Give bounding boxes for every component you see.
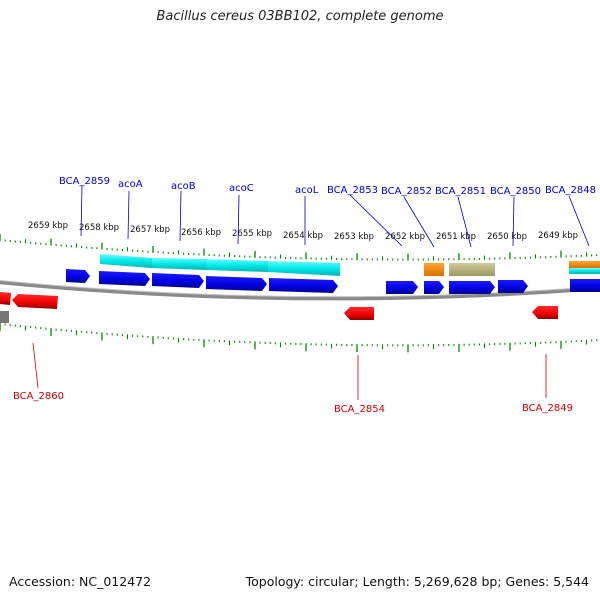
gene-label-acoA: acoA [118, 179, 143, 190]
kbp-label: 2656 kbp [181, 228, 221, 238]
gene-arrow-BCA_2851 [449, 281, 495, 294]
gene-label-BCA_2860: BCA_2860 [13, 391, 64, 402]
cds-acoL [268, 261, 340, 276]
cds-acoA [100, 254, 152, 268]
gene-arrow-acoA [99, 271, 150, 286]
kbp-label: 2654 kbp [283, 231, 323, 241]
gene-label-acoC: acoC [229, 183, 254, 194]
cds-BCA_2852 [424, 263, 444, 276]
leader-line [349, 194, 403, 247]
cds-BCA_2848-cyan [569, 268, 600, 274]
gene-label-BCA_2848: BCA_2848 [545, 185, 596, 196]
gene-arrow-BCA_2853 [386, 281, 418, 294]
gene-arrow-acoC [206, 276, 267, 291]
leader-line [127, 190, 130, 240]
kbp-label: 2658 kbp [79, 223, 119, 233]
kbp-label: 2650 kbp [487, 232, 527, 242]
gene-label-acoB: acoB [171, 181, 196, 192]
leader-line [179, 190, 182, 242]
kbp-label: 2659 kbp [28, 221, 68, 231]
kbp-label: 2652 kbp [385, 232, 425, 242]
leader-line [237, 194, 240, 245]
map-title: Bacillus cereus 03BB102, complete genome [156, 9, 444, 24]
leader-line [457, 196, 472, 248]
gene-label-BCA_2853: BCA_2853 [327, 185, 378, 196]
cds-acoB [152, 258, 206, 270]
gene-label-BCA_2851: BCA_2851 [435, 186, 486, 197]
leader-line [80, 185, 83, 237]
gene-label-acoL: acoL [295, 185, 319, 196]
gene-arrow-BCA_2852 [424, 281, 444, 294]
cds-acoC [206, 259, 268, 272]
kbp-label: 2655 kbp [232, 229, 272, 239]
gene-label-BCA_2850: BCA_2850 [490, 186, 541, 197]
gene-arrow-acoB [152, 273, 204, 288]
gene-arrow-BCA_2860 [12, 294, 58, 309]
kbp-label: 2649 kbp [538, 231, 578, 241]
leader-line [568, 195, 590, 247]
kbp-label: 2651 kbp [436, 232, 476, 242]
gene-arrow-BCA_2859 [66, 269, 90, 283]
leader-line [403, 196, 435, 248]
cds-BCA_2851 [449, 263, 495, 276]
kbp-label: 2653 kbp [334, 232, 374, 242]
kbp-label: 2657 kbp [130, 225, 170, 235]
gene-arrow-acoL [269, 278, 338, 293]
reverse-gene-labels: BCA_2860 BCA_2854 BCA_2849 [13, 342, 573, 415]
genome-backbone [0, 280, 600, 301]
cds-band-acoA-acoL [100, 254, 340, 276]
forward-genes [66, 269, 600, 294]
outer-tick-ring [0, 234, 598, 261]
left-edge-feature [0, 311, 9, 323]
reverse-genes [0, 292, 558, 320]
gene-arrow-BCA_2854 [344, 307, 374, 320]
gene-label-BCA_2859: BCA_2859 [59, 176, 110, 187]
forward-gene-labels: BCA_2859 acoA acoB acoC acoL BCA_2853 BC… [59, 176, 596, 248]
leader-line [512, 196, 515, 247]
gene-label-BCA_2852: BCA_2852 [381, 186, 432, 197]
accession-text: Accession: NC_012472 [9, 574, 152, 589]
inner-tick-ring [0, 323, 598, 353]
leader-line [32, 342, 39, 389]
gene-label-BCA_2849: BCA_2849 [522, 403, 573, 414]
gene-arrow-left-edge [0, 292, 11, 305]
gene-label-BCA_2854: BCA_2854 [334, 404, 385, 415]
gene-arrow-BCA_2848 [570, 279, 600, 292]
gene-arrow-BCA_2849 [532, 306, 558, 319]
gene-arrow-BCA_2850 [498, 280, 528, 293]
genome-info-text: Topology: circular; Length: 5,269,628 bp… [245, 574, 589, 589]
cds-BCA_2848-orange [569, 261, 600, 268]
kbp-scale-labels: 2659 kbp 2658 kbp 2657 kbp 2656 kbp 2655… [28, 221, 578, 242]
